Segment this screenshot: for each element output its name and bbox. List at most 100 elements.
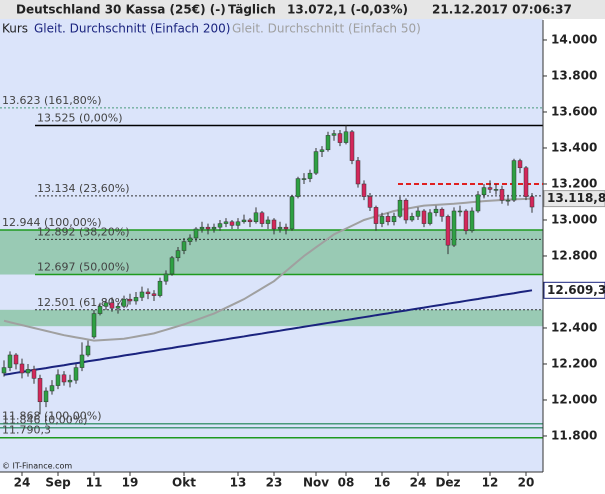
- candle-body: [403, 199, 409, 221]
- candle-body: [127, 298, 133, 302]
- candle-body: [31, 369, 37, 379]
- candle-body: [349, 131, 355, 161]
- candle-body: [439, 208, 445, 217]
- header-interval: Täglich: [228, 3, 276, 17]
- candle-body: [7, 354, 13, 368]
- candle-body: [379, 216, 385, 224]
- end-label: 13.118,8: [547, 191, 605, 205]
- y-tick-label: 13.000: [551, 212, 597, 226]
- y-tick-label: 11.800: [551, 428, 597, 442]
- candle-body: [457, 210, 463, 213]
- candle-body: [109, 302, 115, 309]
- candle-body: [367, 196, 373, 208]
- candle-body: [73, 367, 79, 381]
- x-tick-label: 23: [266, 476, 283, 490]
- candle-body: [319, 149, 325, 152]
- y-tick-label: 13.800: [551, 68, 597, 82]
- candle-body: [37, 378, 43, 403]
- candle-body: [433, 208, 439, 214]
- candle-body: [19, 363, 25, 374]
- candle-body: [415, 210, 421, 217]
- candle-body: [427, 212, 433, 224]
- candle-body: [325, 135, 331, 151]
- candle-body: [193, 228, 199, 239]
- moving-average: [3, 289, 533, 376]
- candle-body: [115, 306, 121, 309]
- x-tick-label: 12: [482, 476, 499, 490]
- y-tick-label: 13.400: [551, 140, 597, 154]
- x-tick-label: 19: [122, 476, 139, 490]
- candle-body: [337, 133, 343, 143]
- candle-body: [259, 212, 265, 224]
- candle-body: [397, 199, 403, 217]
- candle-body: [85, 345, 91, 356]
- x-tick-label: Sep: [45, 476, 71, 490]
- candle-body: [181, 241, 187, 251]
- candle-body: [133, 297, 139, 302]
- legend-bg: [0, 20, 390, 37]
- end-label-box: [543, 190, 605, 208]
- candle-body: [199, 226, 205, 230]
- x-tick-label: 16: [374, 476, 391, 490]
- x-tick-label: 13: [230, 476, 247, 490]
- candle-body: [295, 178, 301, 197]
- level-label: 12.892 (38,20%): [37, 225, 130, 238]
- candle-body: [445, 216, 451, 246]
- candle-body: [391, 216, 397, 223]
- candle-body: [505, 199, 511, 202]
- candle-body: [175, 250, 181, 259]
- y-tick-label: 13.600: [551, 104, 597, 118]
- candle-body: [241, 219, 247, 223]
- candle-body: [523, 167, 529, 197]
- y-tick-label: 12.800: [551, 248, 597, 262]
- candle-body: [373, 207, 379, 224]
- candle-body: [1, 367, 7, 374]
- candle-body: [187, 237, 193, 242]
- candle-body: [421, 210, 427, 224]
- candle-body: [313, 151, 319, 174]
- candle-body: [217, 223, 223, 228]
- candle-body: [355, 160, 361, 185]
- candle-body: [157, 280, 163, 296]
- x-tick-label: Dez: [435, 476, 460, 490]
- candle-body: [91, 313, 97, 338]
- candle-body: [67, 379, 73, 383]
- candle-body: [409, 216, 415, 221]
- candle-body: [97, 306, 103, 314]
- candle-body: [79, 354, 85, 368]
- candle-body: [463, 210, 469, 232]
- level-label: 12.697 (50,00%): [37, 261, 130, 274]
- candle-body: [511, 160, 517, 201]
- candle-body: [529, 196, 535, 208]
- candle-body: [61, 374, 67, 383]
- level-label: 12.944 (100,00%): [2, 216, 102, 229]
- candle-body: [385, 216, 391, 223]
- candle-body: [277, 226, 283, 230]
- candle-body: [145, 291, 151, 295]
- candle-body: [469, 210, 475, 232]
- candle-body: [43, 390, 49, 403]
- x-tick-label: Okt: [172, 476, 196, 490]
- level-label: 11.846 (0,00%): [2, 414, 88, 427]
- candle-body: [247, 219, 253, 223]
- candle-body: [121, 298, 127, 307]
- y-tick-label: 12.400: [551, 320, 597, 334]
- candle-body: [205, 226, 211, 230]
- header-bar: [0, 0, 605, 19]
- footer: © IT-Finance.com: [2, 462, 72, 471]
- y-tick-label: 12.200: [551, 356, 597, 370]
- candle-body: [487, 187, 493, 190]
- x-tick-label: 20: [518, 476, 535, 490]
- x-tick-label: Nov: [303, 476, 329, 490]
- candle-body: [499, 189, 505, 201]
- candle-body: [151, 293, 157, 296]
- header-timestamp: 21.12.2017 07:06:37: [432, 3, 572, 17]
- level-label: 11.868 (100,00%): [2, 410, 102, 423]
- candle-body: [235, 221, 241, 226]
- candle-body: [517, 160, 523, 169]
- candle-body: [271, 219, 277, 230]
- candle-body: [331, 133, 337, 136]
- level-label: 13.623 (161,80%): [2, 94, 102, 107]
- legend-label: Kurs: [2, 22, 28, 36]
- candle-body: [283, 226, 289, 230]
